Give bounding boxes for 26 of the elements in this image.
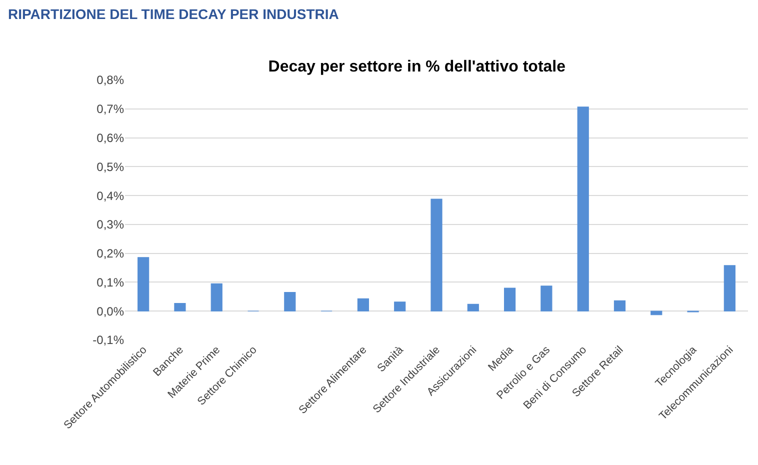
bar [504,288,516,312]
bar [357,298,369,312]
bar [210,283,222,312]
bar [614,300,626,312]
bar [540,286,552,312]
bar [430,198,442,312]
y-tick-label: 0,5% [96,160,124,174]
y-tick-label: -0,1% [92,333,124,348]
chart-title: Decay per settore in % dell'attivo totale [268,58,566,76]
bar [467,304,479,312]
bar [394,302,406,312]
y-tick-label: 0,6% [96,130,124,145]
text: RIPARTIZIONE DEL TIME DECAY PER INDUSTRIA [8,6,339,22]
bar [284,292,296,312]
y-tick-label: 0,2% [96,246,124,261]
bar [724,265,736,312]
bar [138,257,150,312]
y-tick-label: 0,8% [96,73,124,88]
bar [650,310,662,316]
y-tick-label: 0,0% [96,304,124,318]
y-tick-label: 0,7% [96,102,124,116]
bar [577,106,589,312]
y-tick-label: 0,1% [96,275,124,290]
y-tick-label: 0,4% [96,188,124,203]
bar [174,303,186,312]
y-tick-label: 0,3% [96,218,124,232]
